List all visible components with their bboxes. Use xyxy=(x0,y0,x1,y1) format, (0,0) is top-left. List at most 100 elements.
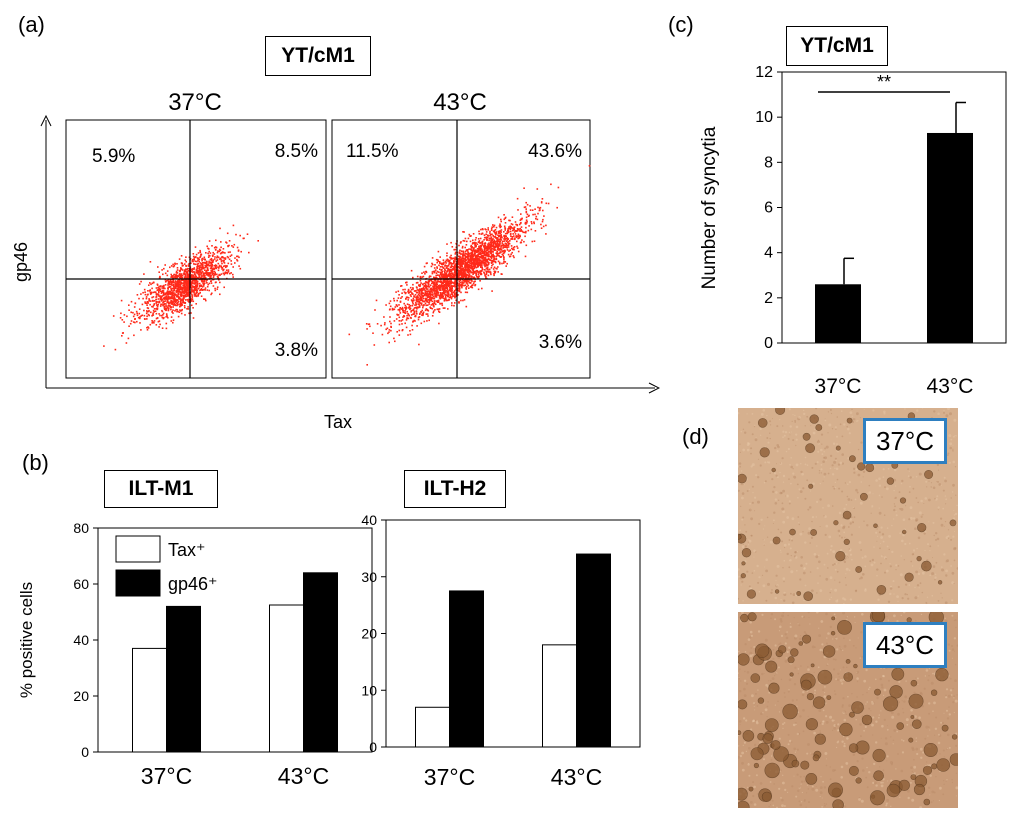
flow-dot xyxy=(491,239,493,242)
micrograph-speck xyxy=(859,416,862,419)
flow-dot xyxy=(178,276,181,279)
flow-dot xyxy=(424,283,427,286)
flow-dot xyxy=(416,325,418,327)
flow-dot xyxy=(535,217,537,220)
flow-dot xyxy=(155,296,158,298)
micrograph-speck xyxy=(748,539,752,543)
micrograph-speck xyxy=(947,452,950,455)
micrograph-speck xyxy=(782,510,785,513)
flow-dot xyxy=(484,246,487,248)
flow-dot xyxy=(200,276,202,279)
flow-dot xyxy=(481,256,484,258)
micrograph-speck xyxy=(741,580,744,583)
micrograph-speck xyxy=(915,497,918,499)
flow-dot xyxy=(242,237,245,240)
flow-dot xyxy=(224,258,227,260)
quadrant-lr: 3.8% xyxy=(275,340,318,361)
micrograph-speck xyxy=(908,470,910,472)
flow-dot xyxy=(493,248,495,251)
flow-dot xyxy=(212,270,214,273)
flow-dot xyxy=(506,241,509,244)
micrograph-speck xyxy=(787,543,791,546)
flow-dot xyxy=(200,279,203,282)
flow-dot xyxy=(489,234,491,237)
flow-dot xyxy=(514,221,517,223)
flow-dot xyxy=(439,293,442,295)
flow-dot xyxy=(430,304,433,306)
flow-dot xyxy=(509,219,511,222)
flow-dot xyxy=(165,308,167,310)
micrograph-speck xyxy=(794,421,796,423)
flow-dot xyxy=(149,303,151,306)
micrograph-speck xyxy=(741,518,744,521)
micrograph-speck xyxy=(907,468,909,470)
flow-dot xyxy=(220,252,223,254)
flow-dot xyxy=(417,318,420,321)
micrograph-speck xyxy=(925,601,927,603)
flow-dot xyxy=(128,304,130,306)
flow-dot xyxy=(451,276,454,279)
flow-dot xyxy=(407,288,410,291)
flow-dot xyxy=(211,272,214,274)
micrograph-speck xyxy=(953,582,955,585)
micrograph-speck xyxy=(790,482,792,485)
flow-dot xyxy=(458,282,460,285)
flow-dot xyxy=(464,269,467,272)
flow-dot xyxy=(414,315,416,318)
flow-dot xyxy=(446,299,448,302)
flow-dot xyxy=(483,272,486,274)
bar xyxy=(576,553,611,748)
flow-dot xyxy=(531,240,534,243)
flow-dot xyxy=(474,261,476,263)
flow-dot xyxy=(422,275,425,278)
flow-dot xyxy=(467,274,470,277)
micrograph-speck xyxy=(795,444,797,447)
flow-dot xyxy=(156,304,159,307)
flow-dot xyxy=(482,257,485,259)
flow-dot xyxy=(180,275,182,278)
flow-dot xyxy=(512,229,514,232)
flow-dot xyxy=(460,259,463,262)
flow-dot xyxy=(172,294,174,297)
flow-dot xyxy=(545,233,547,235)
flow-dot xyxy=(468,276,470,278)
flow-dot xyxy=(485,261,487,264)
flow-dot xyxy=(206,261,208,263)
bar xyxy=(815,284,861,343)
flow-dot xyxy=(389,305,392,308)
micrograph-speck xyxy=(740,505,742,507)
flow-dot xyxy=(442,267,445,269)
flow-dot xyxy=(152,312,154,315)
flow-dot xyxy=(400,320,402,322)
flow-dot xyxy=(413,299,415,301)
flow-dot xyxy=(413,290,416,292)
flow-dot xyxy=(441,302,443,305)
micrograph-speck xyxy=(786,552,789,556)
flow-dot xyxy=(158,301,161,304)
flow-dot xyxy=(441,294,444,297)
flow-dot xyxy=(460,285,463,288)
micrograph-speck xyxy=(849,518,852,521)
flow-dot xyxy=(504,232,507,235)
flow-dot xyxy=(433,271,436,273)
flow-dot xyxy=(447,269,449,271)
micrograph-speck xyxy=(764,461,767,464)
flow-dot xyxy=(415,306,418,309)
flow-dot xyxy=(173,287,176,290)
micrograph-speck xyxy=(775,580,777,581)
micrograph-speck xyxy=(850,516,853,519)
flow-dot xyxy=(439,281,442,283)
flow-dot xyxy=(518,228,520,230)
flow-dot xyxy=(407,313,410,316)
flow-dot xyxy=(447,308,449,310)
flow-dot xyxy=(437,294,439,296)
flow-dot xyxy=(424,293,426,295)
micrograph-speck xyxy=(945,414,949,418)
flow-dot xyxy=(461,257,463,260)
flow-dot xyxy=(485,258,488,261)
flow-dot xyxy=(484,228,486,230)
flow-dot xyxy=(491,233,493,236)
micrograph-speck xyxy=(877,526,879,528)
flow-dot xyxy=(147,326,149,328)
flow-dot xyxy=(473,249,476,252)
